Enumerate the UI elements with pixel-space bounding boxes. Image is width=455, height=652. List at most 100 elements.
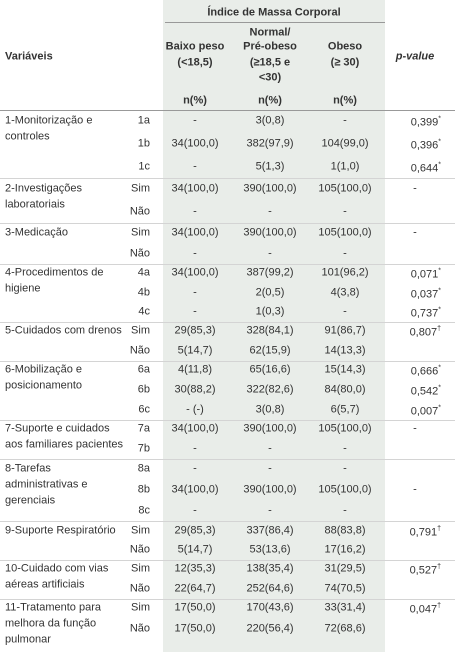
cell: 328(84,1) [246,324,294,337]
cell: - (-) [186,403,204,416]
row-code: 6c [138,403,150,416]
group-title: Índice de Massa Corporal [207,6,341,19]
row-code: Sim [131,324,150,337]
separator [165,22,385,23]
cell: - [193,305,197,318]
column-header: Normal/ [249,26,291,39]
row-code: Não [129,205,150,218]
separator [0,178,455,179]
cell: 4(11,8) [177,363,213,376]
p-value-mark: * [438,115,441,123]
variable-label: laboratoriais [5,198,65,211]
cell: 390(100,0) [243,483,297,496]
cell: - [193,462,197,475]
separator [0,420,455,421]
cell: 62(15,9) [249,344,291,357]
cell: 322(82,6) [246,383,294,396]
cell: - [193,504,197,517]
cell: 29(85,3) [174,524,216,537]
cell: - [343,205,347,218]
variable-label: administrativas e [5,478,88,491]
variables-header: Variáveis [5,50,53,63]
cell: 252(64,6) [246,582,294,595]
p-value-mark: † [437,525,441,533]
cell: 105(100,0) [318,422,372,435]
cell: 337(86,4) [246,524,294,537]
variable-label: posicionamento [5,379,83,392]
p-value: 0,542* [411,382,441,399]
p-value: 0,807† [410,323,441,340]
cell: - [343,114,347,127]
cell: - [343,305,347,318]
p-value-mark: † [437,325,441,333]
cell: 2(0,5) [255,286,285,299]
cell: 5(14,7) [177,344,213,357]
row-code: 8a [137,462,150,475]
p-value-text: - [413,226,417,239]
cell: 33(31,4) [324,601,366,614]
row-code: 7a [137,422,150,435]
cell: - [193,160,197,173]
cell: 14(13,3) [324,344,366,357]
variable-label: 8-Tarefas [5,462,51,475]
separator [0,264,455,265]
p-value: 0,396* [411,136,441,153]
cell: 105(100,0) [318,483,372,496]
unit-header: n(%) [183,94,207,107]
cell: 31(29,5) [324,562,366,575]
column-header: (≥18,5 e [249,56,291,69]
row-code: 4b [137,286,150,299]
row-code: 6a [137,363,150,376]
p-value-mark: † [437,602,441,610]
p-value: 0,791† [410,523,441,540]
cell: - [343,247,347,260]
cell: 34(100,0) [171,137,219,150]
separator [0,361,455,362]
cell: 17(16,2) [324,543,366,556]
row-code: Não [129,582,150,595]
p-value-text: 0,037 [410,288,439,301]
separator [0,521,455,522]
p-value-mark: * [438,267,441,275]
p-value-header: p-value [395,50,435,63]
unit-header: n(%) [333,94,357,107]
variable-label: 1-Monitorização e [5,114,93,127]
cell: 91(86,7) [324,324,366,337]
row-code: Não [129,622,150,635]
cell: 17(50,0) [174,622,216,635]
p-value-mark: † [437,563,441,571]
variable-label: melhora da função [5,617,97,630]
row-code: 1a [137,114,150,127]
row-code: 4a [137,266,150,279]
p-value-text: 0,047 [409,603,438,616]
cell: 34(100,0) [171,422,219,435]
cell: 3(0,8) [255,403,285,416]
row-code: Sim [131,226,150,239]
p-value-text: 0,791 [409,526,438,539]
p-value: 0,737* [411,304,441,321]
row-code: Sim [131,524,150,537]
p-value-mark: * [438,287,441,295]
cell: - [343,504,347,517]
cell: 101(96,2) [321,266,369,279]
p-value-text: 0,007 [410,405,439,418]
cell: 5(14,7) [177,543,213,556]
cell: 1(0,3) [255,305,285,318]
cell: - [268,247,272,260]
cell: 30(88,2) [174,383,216,396]
cell: 1(1,0) [330,160,360,173]
row-code: Não [129,543,150,556]
p-value: 0,644* [411,159,441,176]
p-value-mark: * [438,306,441,314]
variable-label: 7-Suporte e cuidados [5,422,110,435]
cell: - [268,504,272,517]
p-value-mark: * [438,161,441,169]
variable-label: 9-Suporte Respiratório [5,524,116,537]
p-value-text: - [413,483,417,496]
cell: 65(16,6) [249,363,291,376]
p-value-text: 0,666 [410,365,439,378]
variable-label: 5-Cuidados com drenos [5,324,122,337]
cell: 34(100,0) [171,182,219,195]
p-value: 0,399* [411,113,441,130]
separator [0,599,455,600]
